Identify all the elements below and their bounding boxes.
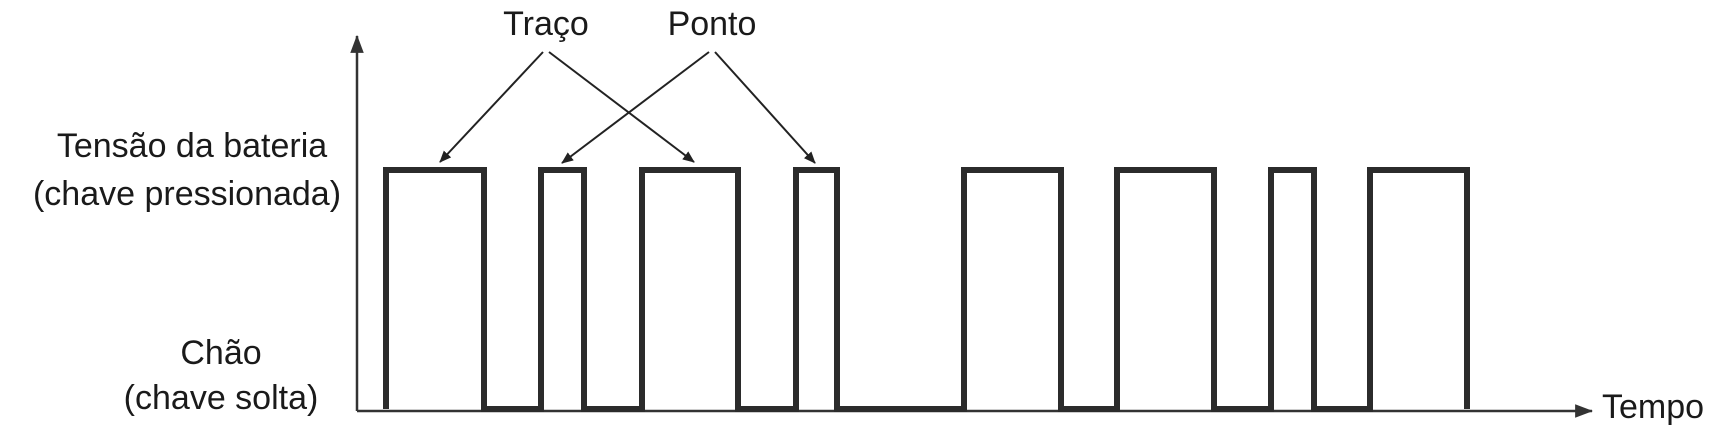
low-level-label-line1: Chão — [180, 334, 261, 372]
dash-callout-label: Traço — [503, 5, 589, 43]
high-level-label-line1: Tensão da bateria — [57, 127, 327, 165]
x-axis-label: Tempo — [1602, 388, 1704, 426]
dot-callout-arrow-2 — [714, 51, 816, 164]
high-level-label-line2: (chave pressionada) — [33, 175, 341, 213]
dash-callout-arrow-1 — [439, 51, 544, 163]
dot-callout-label: Ponto — [668, 5, 757, 43]
low-level-label-line2: (chave solta) — [124, 379, 319, 417]
signal-waveform — [383, 167, 1470, 412]
dot-callout-arrow-1 — [561, 51, 710, 164]
dash-callout-arrow-2 — [548, 51, 695, 163]
